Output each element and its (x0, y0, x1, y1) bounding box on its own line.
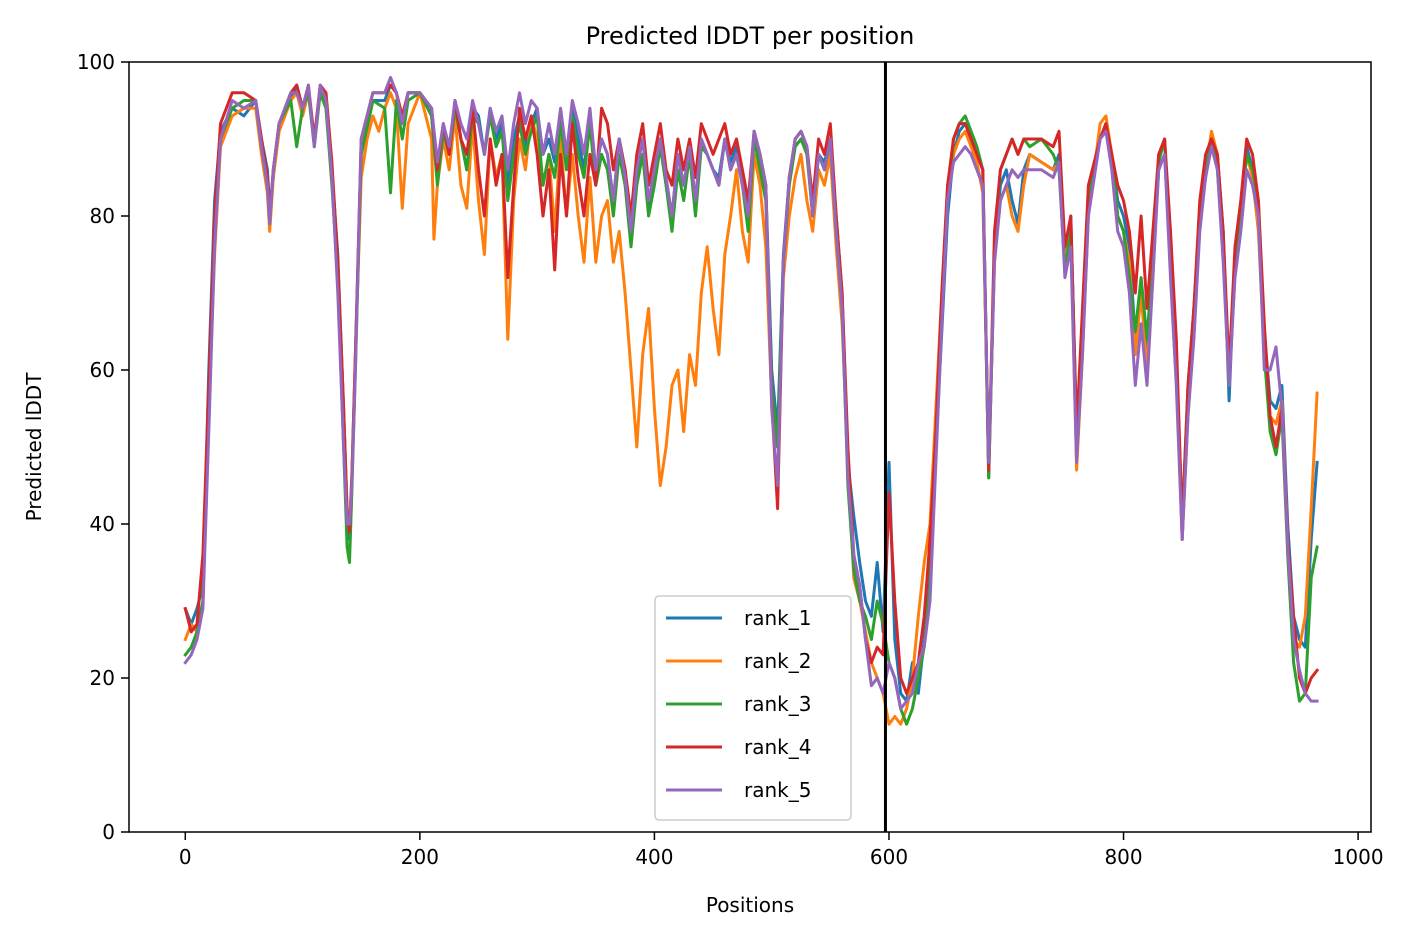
series-layer (183, 75, 1320, 726)
x-tick-label: 0 (179, 845, 192, 869)
y-tick-label: 100 (77, 50, 115, 74)
x-axis-ticks: 0 200 400 600 800 1000 (179, 832, 1384, 869)
x-tick-label: 600 (870, 845, 908, 869)
x-axis-label: Positions (706, 893, 794, 917)
x-tick-label: 1000 (1333, 845, 1384, 869)
chart-title: Predicted lDDT per position (586, 22, 915, 50)
series-line-rank-5 (183, 75, 1319, 711)
x-tick-label: 800 (1104, 845, 1142, 869)
x-tick-label: 200 (401, 845, 439, 869)
legend-label-rank-5: rank_5 (744, 778, 811, 802)
legend-label-rank-4: rank_4 (744, 735, 811, 759)
legend-label-rank-1: rank_1 (744, 606, 811, 630)
legend-label-rank-2: rank_2 (744, 649, 811, 673)
legend-items: rank_1 rank_2 rank_3 rank_4 rank_5 (666, 606, 811, 802)
y-tick-label: 40 (90, 512, 115, 536)
legend-label-rank-3: rank_3 (744, 692, 811, 716)
plot-frame (128, 61, 1372, 833)
series-line-rank-3 (183, 91, 1319, 726)
y-axis-label: Predicted lDDT (22, 372, 46, 522)
legend: rank_1 rank_2 rank_3 rank_4 rank_5 (654, 595, 852, 821)
y-axis-ticks: 0 20 40 60 80 100 (77, 50, 129, 844)
y-tick-label: 0 (102, 820, 115, 844)
y-tick-label: 60 (90, 358, 115, 382)
legend-box (654, 595, 852, 821)
y-tick-label: 80 (90, 204, 115, 228)
x-tick-label: 400 (635, 845, 673, 869)
y-tick-label: 20 (90, 666, 115, 690)
